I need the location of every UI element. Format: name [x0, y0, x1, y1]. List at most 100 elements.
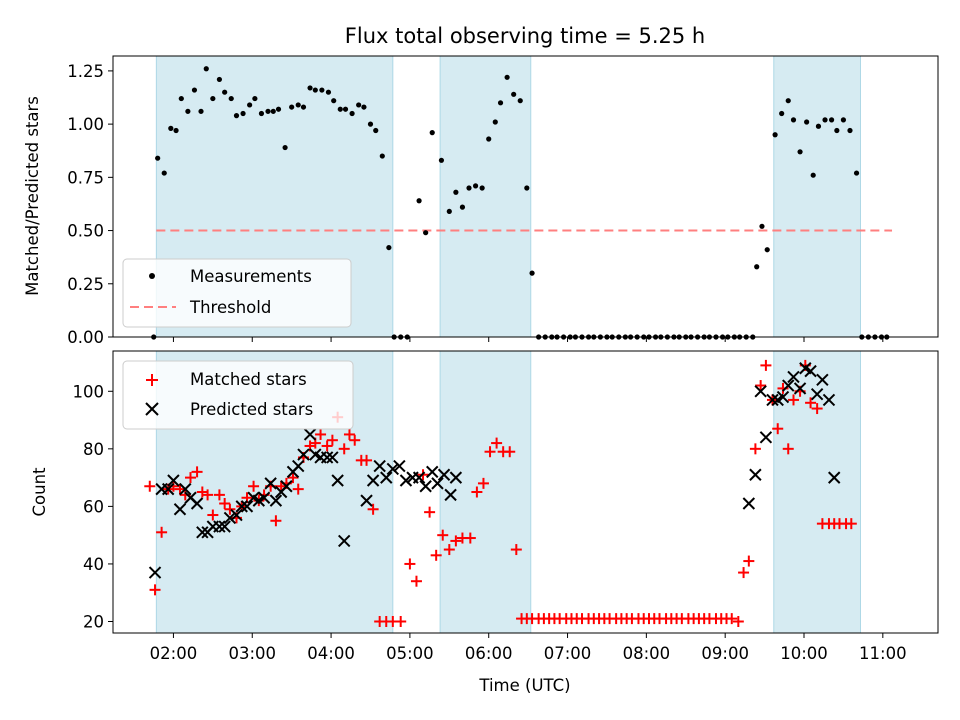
predicted-stars-series [148, 362, 841, 579]
matched-star-point [287, 472, 299, 484]
predicted-star-point [230, 508, 243, 522]
matched-star-point [361, 454, 373, 466]
predicted-star-point [173, 503, 187, 516]
predicted-star-point [816, 373, 829, 386]
measurement-point [325, 89, 332, 95]
legend-predicted-label: Predicted stars [190, 400, 313, 419]
measurement-point [840, 117, 847, 123]
bottom-x-tick-label: 03:00 [228, 644, 276, 663]
predicted-star-point [386, 462, 400, 476]
top-y-ticks: 0.00 0.25 0.50 0.75 1.00 1.25 [67, 62, 113, 347]
measurement-point [790, 117, 797, 123]
predicted-star-point [828, 471, 841, 484]
predicted-star-point [338, 534, 351, 548]
matched-star-point [437, 529, 449, 541]
predicted-star-point [787, 370, 800, 384]
measurement-point [810, 172, 816, 178]
measurement-point [416, 198, 422, 204]
matched-star-point [464, 532, 476, 544]
predicted-star-point [161, 482, 175, 496]
matched-star-point [326, 434, 338, 446]
top-legend-frame [122, 258, 352, 328]
measurement-point [203, 66, 209, 72]
legend-matched-label: Matched stars [190, 370, 307, 389]
predicted-star-point [419, 480, 432, 493]
predicted-star-point [303, 428, 317, 441]
measurement-point [258, 110, 265, 117]
predicted-star-point [810, 387, 824, 401]
matched-star-point [321, 440, 333, 452]
measurement-point [233, 113, 240, 119]
measurement-point [275, 106, 282, 112]
predicted-star-point [822, 393, 836, 407]
bottom-y-tick-label: 20 [83, 612, 104, 631]
measurement-point [349, 110, 355, 117]
matched-star-point [811, 403, 823, 415]
measurement-point [173, 127, 179, 134]
predicted-star-point [196, 526, 209, 539]
matched-star-point [213, 489, 225, 501]
measurement-point [331, 98, 337, 104]
predicted-star-point [412, 471, 426, 484]
top-y-tick-label: 0.25 [67, 275, 104, 294]
matched-star-point [787, 394, 799, 406]
matched-star-point [207, 509, 219, 521]
predicted-star-point [766, 393, 779, 407]
bottom-x-tick-label: 10:00 [780, 644, 828, 663]
legend-measurements-marker [149, 273, 155, 279]
measurement-point [511, 91, 517, 97]
measurement-point [361, 104, 367, 110]
matched-star-point [484, 446, 496, 458]
matched-star-point [477, 477, 489, 489]
predicted-star-point [331, 474, 344, 487]
bottom-x-tick-label: 08:00 [623, 644, 671, 663]
measurement-point [191, 87, 198, 93]
measurement-point [282, 144, 288, 151]
measurement-point [754, 264, 760, 270]
bottom-observing-window-3 [773, 350, 861, 634]
bottom-axes-frame [112, 350, 939, 634]
predicted-star-point [426, 465, 439, 479]
matched-star-point [248, 480, 260, 492]
measurement-point [472, 183, 479, 189]
predicted-star-point [437, 468, 451, 481]
predicted-star-point [292, 459, 305, 473]
legend-predicted-marker [145, 402, 159, 416]
measurement-point [853, 170, 860, 176]
matched-star-point [782, 443, 794, 455]
matched-star-point [443, 544, 455, 556]
matched-star-point [726, 613, 738, 625]
matched-star-point [450, 535, 462, 547]
predicted-star-point [759, 431, 773, 444]
bottom-y-axis-label: Count [30, 467, 49, 517]
chart-title: Flux total observing time = 5.25 h [345, 24, 705, 48]
x-axis-label: Time (UTC) [478, 676, 570, 695]
measurement-point [423, 230, 429, 236]
top-y-tick-label: 1.00 [67, 115, 104, 134]
measurement-point [785, 98, 791, 104]
predicted-star-point [235, 500, 248, 513]
bottom-x-tick-label: 02:00 [150, 644, 198, 663]
measurement-point [247, 102, 253, 108]
predicted-star-point [380, 471, 393, 484]
bottom-y-tick-label: 80 [83, 440, 104, 459]
top-y-axis-label: Matched/Predicted stars [23, 96, 42, 296]
predicted-star-point [167, 474, 180, 487]
measurement-point [155, 155, 161, 161]
measurement-point [185, 108, 191, 114]
matched-star-point [156, 526, 168, 538]
bottom-y-ticks: 20 40 60 80 100 [73, 382, 113, 631]
predicted-star-point [804, 364, 817, 378]
matched-star-point [760, 359, 772, 371]
predicted-star-point [179, 482, 192, 496]
matched-star-point [224, 503, 236, 515]
measurement-point [492, 119, 498, 125]
measurement-point [764, 247, 770, 253]
matched-star-point [144, 480, 156, 492]
measurement-point [797, 149, 803, 155]
predicted-star-point [190, 497, 204, 510]
predicted-star-point [754, 385, 767, 398]
top-legend: Measurements Threshold [122, 258, 352, 328]
predicted-star-point [297, 448, 310, 461]
measurement-point [161, 170, 167, 176]
